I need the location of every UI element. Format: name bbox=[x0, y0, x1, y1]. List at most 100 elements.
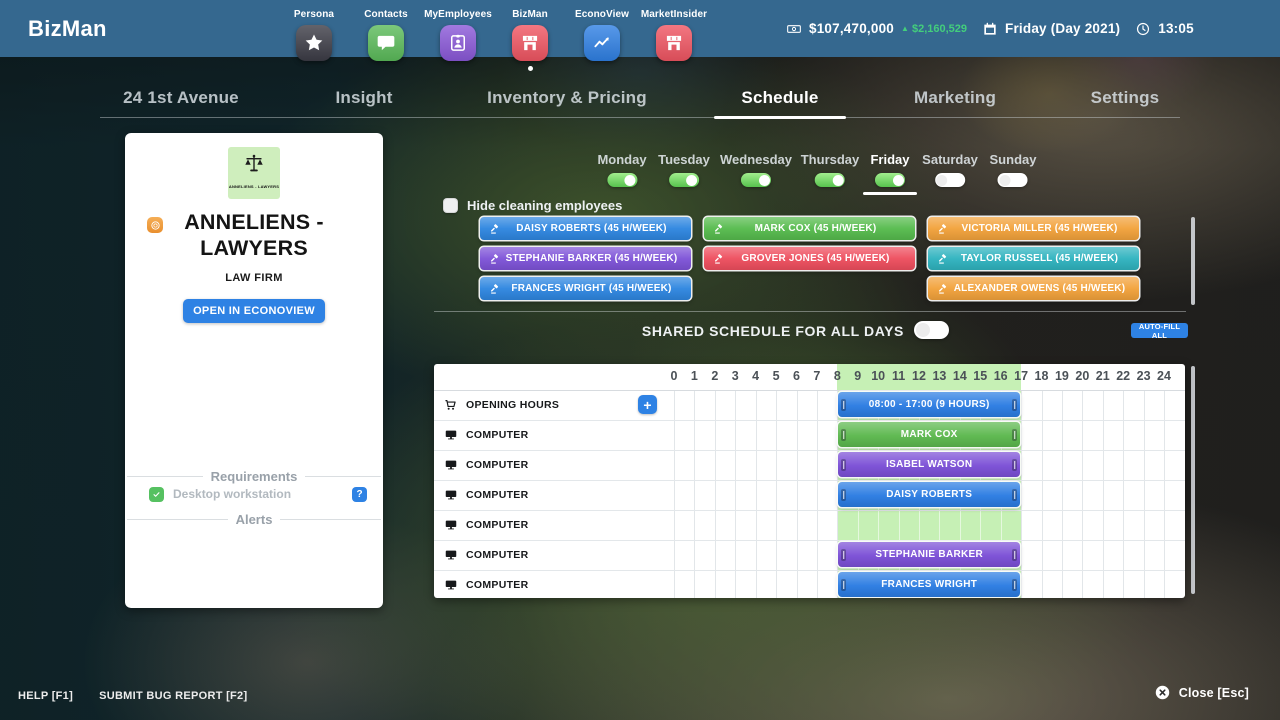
row-divider bbox=[434, 480, 1185, 481]
day-toggle[interactable] bbox=[934, 173, 965, 187]
dock-app-contacts[interactable]: Contacts bbox=[350, 0, 422, 76]
requirement-label: Desktop workstation bbox=[173, 487, 292, 501]
tab-settings[interactable]: Settings bbox=[1090, 88, 1160, 107]
hour-label: 1 bbox=[690, 369, 698, 383]
schedule-table-scrollbar[interactable] bbox=[1191, 366, 1195, 594]
day-toggle[interactable] bbox=[875, 173, 905, 187]
tab-inventory-pricing[interactable]: Inventory & Pricing bbox=[487, 88, 647, 107]
tab-marketing[interactable]: Marketing bbox=[913, 88, 997, 107]
storefront-icon[interactable] bbox=[512, 25, 548, 61]
chart-icon[interactable] bbox=[584, 25, 620, 61]
day-toggle[interactable] bbox=[607, 173, 637, 187]
employee-chip[interactable]: FRANCES WRIGHT (45 H/WEEK) bbox=[480, 277, 691, 300]
header-divider bbox=[434, 390, 1185, 391]
dock-app-label: MarketInsider bbox=[640, 9, 708, 20]
dock-app-bizman[interactable]: BizMan bbox=[494, 0, 566, 76]
bar-resize-handle-right[interactable] bbox=[1012, 458, 1018, 471]
bar-resize-handle-left[interactable] bbox=[841, 548, 847, 561]
schedule-bar[interactable]: 08:00 - 17:00 (9 HOURS) bbox=[838, 392, 1021, 417]
schedule-bar-label: MARK COX bbox=[900, 429, 958, 440]
bar-resize-handle-right[interactable] bbox=[1012, 398, 1018, 411]
bar-resize-handle-left[interactable] bbox=[841, 458, 847, 471]
star-icon[interactable] bbox=[296, 25, 332, 61]
requirements-divider: Requirements bbox=[125, 469, 383, 484]
add-opening-hours-button[interactable]: + bbox=[638, 395, 657, 414]
employee-chip-label: TAYLOR RUSSELL (45 H/WEEK) bbox=[960, 253, 1119, 264]
dock-app-persona[interactable]: Persona bbox=[278, 0, 350, 76]
employee-chip-label: VICTORIA MILLER (45 H/WEEK) bbox=[961, 223, 1118, 234]
bug-report-shortcut[interactable]: SUBMIT BUG REPORT [F2] bbox=[99, 690, 248, 702]
table-row-label-computer: COMPUTER bbox=[434, 570, 674, 598]
hour-label: 5 bbox=[772, 369, 780, 383]
employee-chip[interactable]: GROVER JONES (45 H/WEEK) bbox=[704, 247, 915, 270]
dock-app-myemployees[interactable]: MyEmployees bbox=[422, 0, 494, 76]
tab-schedule[interactable]: Schedule bbox=[741, 88, 819, 107]
day-toggle[interactable] bbox=[669, 173, 699, 187]
day-label: Saturday bbox=[922, 152, 978, 167]
hour-label: 6 bbox=[793, 369, 800, 383]
bar-resize-handle-left[interactable] bbox=[841, 398, 847, 411]
badge-icon[interactable] bbox=[440, 25, 476, 61]
schedule-bar[interactable]: ISABEL WATSON bbox=[838, 452, 1021, 477]
footer-shortcuts: HELP [F1] SUBMIT BUG REPORT [F2] bbox=[18, 690, 247, 702]
computer-icon bbox=[444, 578, 458, 592]
hide-cleaning-label: Hide cleaning employees bbox=[467, 198, 623, 213]
bar-resize-handle-left[interactable] bbox=[841, 578, 847, 591]
topbar-status: $107,470,000 ▲ $2,160,529 Friday (Day 20… bbox=[786, 0, 1194, 57]
chat-icon[interactable] bbox=[368, 25, 404, 61]
employee-chip[interactable]: ALEXANDER OWENS (45 H/WEEK) bbox=[928, 277, 1139, 300]
schedule-bar[interactable]: MARK COX bbox=[838, 422, 1021, 447]
grid-line bbox=[674, 390, 675, 598]
bar-resize-handle-left[interactable] bbox=[841, 428, 847, 441]
employee-chip[interactable]: MARK COX (45 H/WEEK) bbox=[704, 217, 915, 240]
day-item-tuesday: Tuesday bbox=[658, 152, 710, 187]
tab-24-1st-avenue[interactable]: 24 1st Avenue bbox=[123, 88, 239, 107]
hour-label: 3 bbox=[731, 369, 739, 383]
day-toggle[interactable] bbox=[998, 173, 1028, 187]
schedule-bar[interactable]: DAISY ROBERTS bbox=[838, 482, 1021, 507]
caret-up-icon: ▲ bbox=[900, 23, 909, 33]
hide-cleaning-checkbox[interactable] bbox=[443, 198, 458, 213]
help-badge[interactable]: ? bbox=[352, 486, 367, 502]
clock-icon bbox=[1135, 21, 1151, 37]
grid-line bbox=[776, 390, 778, 598]
day-toggle[interactable] bbox=[740, 173, 771, 187]
employee-chip[interactable]: VICTORIA MILLER (45 H/WEEK) bbox=[928, 217, 1139, 240]
bar-resize-handle-right[interactable] bbox=[1012, 578, 1018, 591]
employee-chip[interactable]: STEPHANIE BARKER (45 H/WEEK) bbox=[480, 247, 691, 270]
employee-list-scrollbar[interactable] bbox=[1191, 217, 1195, 305]
schedule-table: 0 1 2 3 4 5 6 7 8 9 10 11 12 13 14 15 16 17 18 19 20 21 22 23 24… bbox=[434, 364, 1185, 598]
auto-fill-all-button[interactable]: AUTO-FILL ALL bbox=[1131, 322, 1188, 340]
hour-label: 21 bbox=[1095, 369, 1110, 383]
storefront-icon[interactable] bbox=[656, 25, 692, 61]
grid-line bbox=[816, 390, 818, 598]
employee-chip[interactable]: DAISY ROBERTS (45 H/WEEK) bbox=[480, 217, 691, 240]
day-toggle[interactable] bbox=[814, 173, 845, 187]
day-item-monday: Monday bbox=[597, 152, 647, 187]
hour-label: 10 bbox=[871, 369, 886, 383]
bar-resize-handle-right[interactable] bbox=[1012, 488, 1018, 501]
open-in-econoview-button[interactable]: OPEN IN ECONOVIEW bbox=[183, 299, 325, 323]
dock-app-econoview[interactable]: EconoView bbox=[566, 0, 638, 76]
shared-schedule-label: SHARED SCHEDULE FOR ALL DAYS bbox=[641, 323, 904, 339]
dock-app-marketinsider[interactable]: MarketInsider bbox=[638, 0, 710, 76]
close-control[interactable]: Close [Esc] bbox=[1154, 684, 1249, 701]
day-item-saturday: Saturday bbox=[922, 152, 978, 187]
hour-label: 14 bbox=[952, 369, 967, 383]
bar-resize-handle-right[interactable] bbox=[1012, 548, 1018, 561]
schedule-bar[interactable]: FRANCES WRIGHT bbox=[838, 572, 1021, 597]
day-item-friday: Friday bbox=[863, 152, 917, 195]
business-name: ANNELIENS - LAWYERS bbox=[184, 210, 324, 261]
help-shortcut[interactable]: HELP [F1] bbox=[18, 690, 74, 702]
grid-line bbox=[837, 390, 839, 598]
hour-label: 8 bbox=[833, 369, 841, 383]
alerts-divider: Alerts bbox=[125, 512, 383, 527]
shared-schedule-toggle[interactable] bbox=[914, 321, 949, 339]
bar-resize-handle-right[interactable] bbox=[1012, 428, 1018, 441]
tab-insight[interactable]: Insight bbox=[335, 88, 393, 107]
employee-chip[interactable]: TAYLOR RUSSELL (45 H/WEEK) bbox=[928, 247, 1139, 270]
schedule-bar[interactable]: STEPHANIE BARKER bbox=[838, 542, 1021, 567]
alerts-title: Alerts bbox=[235, 512, 273, 527]
bar-resize-handle-left[interactable] bbox=[841, 488, 847, 501]
grid-line bbox=[1164, 390, 1165, 598]
